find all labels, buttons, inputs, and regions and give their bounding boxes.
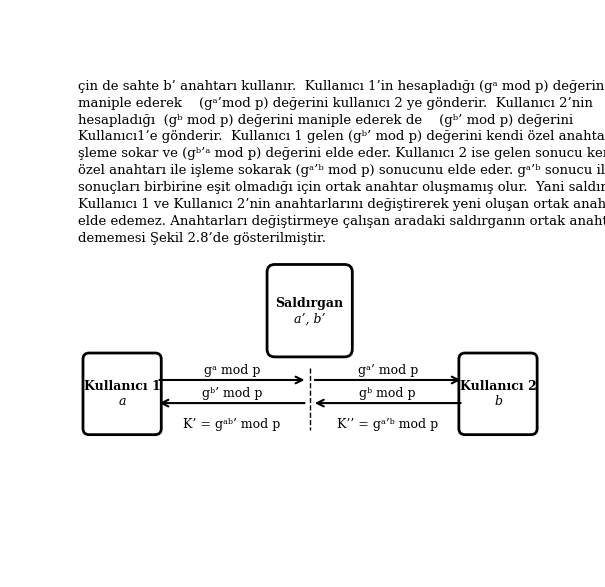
Text: Kullanıcı 1: Kullanıcı 1 bbox=[83, 380, 160, 393]
Text: gᵃ mod p: gᵃ mod p bbox=[204, 364, 260, 377]
FancyBboxPatch shape bbox=[267, 265, 352, 357]
Text: gᵇ’ mod p: gᵇ’ mod p bbox=[201, 387, 262, 400]
Text: hesapladığı  (gᵇ mod p) değerini maniple ederek de    (gᵇ’ mod p) değerini: hesapladığı (gᵇ mod p) değerini maniple … bbox=[78, 113, 573, 127]
Text: şleme sokar ve (gᵇ’ᵃ mod p) değerini elde eder. Kullanıcı 2 ise gelen sonucu ken: şleme sokar ve (gᵇ’ᵃ mod p) değerini eld… bbox=[78, 147, 605, 160]
FancyBboxPatch shape bbox=[83, 353, 162, 434]
Text: gᵃ’ mod p: gᵃ’ mod p bbox=[358, 364, 418, 377]
Text: a: a bbox=[119, 395, 126, 408]
Text: çin de sahte b’ anahtarı kullanır.  Kullanıcı 1’in hesapladığı (gᵃ mod p) değeri: çin de sahte b’ anahtarı kullanır. Kulla… bbox=[78, 80, 604, 93]
Text: sonuçları birbirine eşit olmadığı için ortak anahtar oluşmamış olur.  Yani saldı: sonuçları birbirine eşit olmadığı için o… bbox=[78, 181, 605, 194]
Text: elde edemez. Anahtarları değiştirmeye çalışan aradaki saldırganın ortak anahtarı: elde edemez. Anahtarları değiştirmeye ça… bbox=[78, 215, 605, 228]
Text: Kullanıcı 2: Kullanıcı 2 bbox=[460, 380, 537, 393]
Text: maniple ederek    (gᵃ’mod p) değerini kullanıcı 2 ye gönderir.  Kullanıcı 2’nin: maniple ederek (gᵃ’mod p) değerini kulla… bbox=[78, 97, 593, 110]
Text: K’’ = gᵃ’ᵇ mod p: K’’ = gᵃ’ᵇ mod p bbox=[337, 419, 439, 431]
Text: a’, b’: a’, b’ bbox=[294, 313, 325, 326]
FancyBboxPatch shape bbox=[459, 353, 537, 434]
Text: Saldırgan: Saldırgan bbox=[276, 297, 344, 311]
Text: özel anahtarı ile işleme sokarak (gᵃ’ᵇ mod p) sonucunu elde eder. gᵃ’ᵇ sonucu il: özel anahtarı ile işleme sokarak (gᵃ’ᵇ m… bbox=[78, 164, 605, 177]
Text: Kullanıcı 1 ve Kullanıcı 2’nin anahtarlarını değiştirerek yeni oluşan ortak anah: Kullanıcı 1 ve Kullanıcı 2’nin anahtarla… bbox=[78, 198, 605, 211]
Text: Kullanıcı1’e gönderir.  Kullanıcı 1 gelen (gᵇ’ mod p) değerini kendi özel anahta: Kullanıcı1’e gönderir. Kullanıcı 1 gelen… bbox=[78, 130, 605, 143]
Text: K’ = gᵃᵇ’ mod p: K’ = gᵃᵇ’ mod p bbox=[183, 419, 281, 431]
Text: gᵇ mod p: gᵇ mod p bbox=[359, 387, 416, 400]
Text: b: b bbox=[494, 395, 502, 408]
Text: dememesi Şekil 2.8’de gösterilmiştir.: dememesi Şekil 2.8’de gösterilmiştir. bbox=[78, 232, 326, 245]
